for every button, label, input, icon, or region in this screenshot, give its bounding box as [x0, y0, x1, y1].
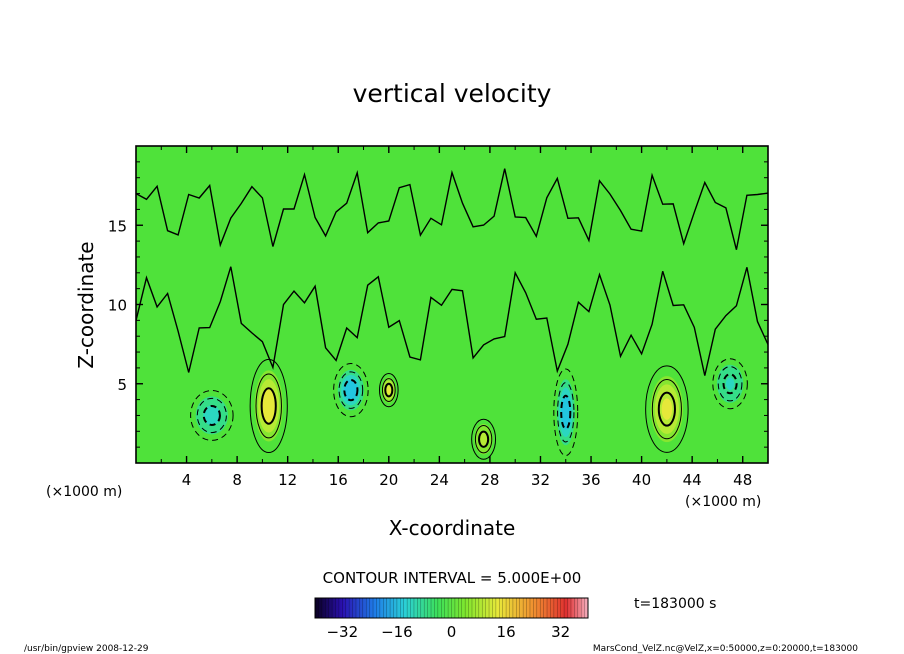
x-tick-label: 8: [232, 471, 242, 489]
colorbar-tick-label: 16: [497, 623, 516, 641]
contour-line: [338, 371, 364, 409]
x-tick-label: 32: [531, 471, 550, 489]
y-tick-label: 10: [108, 297, 127, 315]
contour-line: [657, 391, 676, 427]
colorbar: [314, 597, 589, 619]
x-axis-label: X-coordinate: [389, 516, 516, 540]
contour-line: [471, 418, 497, 460]
chart-title: vertical velocity: [353, 79, 552, 108]
contour-line: [381, 378, 396, 403]
plot-area: [136, 146, 768, 463]
field-blob: [346, 383, 356, 397]
x-tick-label: 48: [733, 471, 752, 489]
contour-line: [202, 404, 221, 426]
x-tick-label: 16: [329, 471, 348, 489]
contour-line: [249, 358, 288, 454]
x-tick-label: 40: [632, 471, 651, 489]
colorbar-tick-label: 0: [447, 623, 457, 641]
zero-contour: [136, 266, 768, 376]
contour-line: [651, 378, 682, 440]
x-tick-label: 24: [430, 471, 449, 489]
field-blob: [264, 394, 274, 418]
contour-line: [717, 366, 743, 402]
colorbar-ticks: −32 −16 0 16 32: [326, 623, 570, 641]
x-tick-label: 20: [379, 471, 398, 489]
zero-contour: [136, 168, 768, 250]
colorbar-tick-label: 32: [551, 623, 570, 641]
field-blob: [562, 401, 569, 423]
x-unit-label-right: (×1000 m): [685, 494, 761, 510]
contour-line: [384, 382, 394, 398]
contour-line: [333, 362, 369, 418]
contour-line: [478, 430, 490, 448]
contour-interval-label: CONTOUR INTERVAL = 5.000E+00: [323, 569, 582, 587]
footer-left: /usr/bin/gpview 2008-12-29: [24, 644, 149, 654]
contour-line: [474, 425, 493, 454]
contour-line: [260, 387, 277, 425]
footer-right: MarsCond_VelZ.nc@VelZ,x=0:50000,z=0:2000…: [593, 644, 858, 654]
contour-line: [255, 373, 282, 439]
contour-line: [557, 382, 575, 443]
x-unit-label-left: (×1000 m): [46, 484, 122, 500]
y-axis-label: Z-coordinate: [74, 241, 98, 368]
x-axis-ticks: 4 8 12 16 20 24 28 32 36 40 44 48: [160, 146, 769, 489]
y-axis-ticks: 5 10 15: [108, 161, 768, 448]
x-tick-label: 28: [480, 471, 499, 489]
x-tick-label: 36: [581, 471, 600, 489]
contour-line: [379, 372, 399, 408]
contour-line: [560, 394, 572, 430]
colorbar-tick-label: −16: [381, 623, 413, 641]
field-blob: [386, 385, 392, 395]
contour-line: [343, 378, 359, 402]
colorbar-tick-label: −32: [326, 623, 358, 641]
contour-line: [722, 373, 738, 395]
time-label: t=183000 s: [634, 596, 716, 612]
contour-line: [712, 358, 748, 410]
contour-line: [190, 389, 234, 441]
x-tick-label: 4: [182, 471, 192, 489]
contour-line: [645, 365, 689, 453]
contour-line: [196, 397, 227, 434]
field-blob: [480, 434, 487, 445]
x-tick-label: 44: [683, 471, 702, 489]
y-tick-label: 5: [117, 376, 127, 394]
field-blob: [661, 398, 673, 420]
x-tick-label: 12: [278, 471, 297, 489]
y-tick-label: 15: [108, 217, 127, 235]
field-blob: [206, 409, 218, 422]
contour-line: [553, 368, 579, 457]
field-blob: [725, 377, 735, 390]
colorbar-stripes: [318, 598, 585, 618]
